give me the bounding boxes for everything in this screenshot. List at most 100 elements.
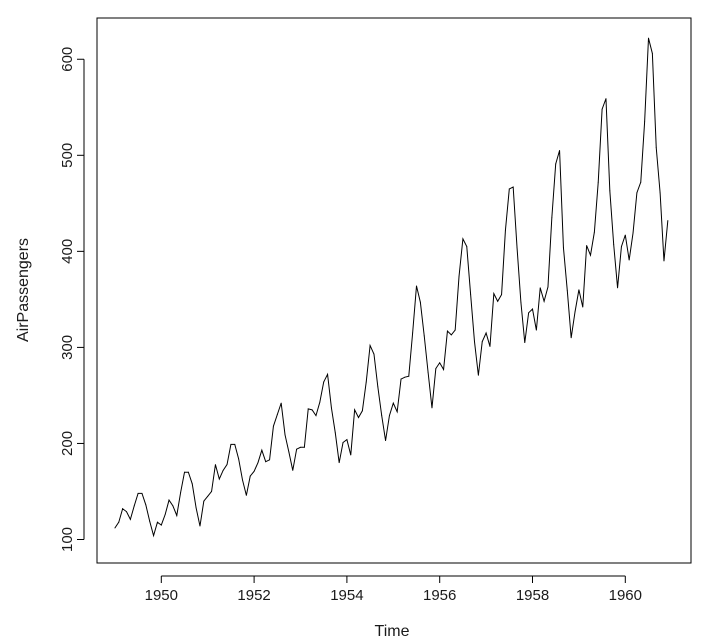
data-point <box>323 381 325 383</box>
data-point <box>489 345 491 347</box>
data-point <box>172 505 174 507</box>
data-point <box>466 246 468 247</box>
data-point <box>160 524 162 526</box>
y-tick-label: 500 <box>59 143 76 168</box>
data-point <box>555 163 557 165</box>
data-point <box>350 454 352 456</box>
data-point <box>330 407 332 409</box>
data-point <box>659 192 661 194</box>
data-point <box>562 247 564 248</box>
data-point <box>551 217 553 219</box>
data-point <box>497 300 499 302</box>
data-point <box>342 442 344 443</box>
data-point <box>435 368 437 369</box>
data-point <box>543 300 545 302</box>
data-point <box>644 121 646 123</box>
data-point <box>547 286 549 288</box>
data-point <box>504 229 506 231</box>
data-point <box>288 451 290 453</box>
data-point <box>578 289 580 291</box>
y-tick-label: 600 <box>59 47 76 72</box>
data-point <box>118 521 120 523</box>
data-point <box>655 147 657 149</box>
data-point <box>582 306 584 308</box>
data-point <box>628 259 630 261</box>
data-point <box>593 231 595 233</box>
data-point <box>408 375 410 377</box>
data-point <box>470 294 472 296</box>
data-point <box>419 301 421 303</box>
data-point <box>141 492 143 494</box>
data-point <box>168 499 170 501</box>
y-tick-label: 400 <box>59 239 76 264</box>
data-point <box>129 518 131 520</box>
data-point <box>180 491 182 493</box>
data-point <box>396 411 398 413</box>
data-point <box>338 462 340 464</box>
data-point <box>245 494 247 496</box>
data-point <box>114 527 116 529</box>
data-point <box>195 507 197 509</box>
data-point <box>597 181 599 183</box>
data-point <box>632 232 634 234</box>
data-point <box>137 492 139 494</box>
data-point <box>207 495 209 497</box>
data-point <box>153 535 155 537</box>
data-point <box>416 285 417 287</box>
data-point <box>187 471 189 473</box>
data-point <box>280 402 282 404</box>
data-point <box>361 410 363 412</box>
data-point <box>454 329 456 331</box>
y-tick-label: 200 <box>59 431 76 456</box>
data-point <box>176 515 178 516</box>
data-point <box>214 464 216 466</box>
data-point <box>648 37 649 39</box>
data-point <box>609 190 611 192</box>
data-point <box>149 520 151 522</box>
data-point <box>222 469 224 471</box>
data-point <box>327 373 329 375</box>
data-point <box>508 188 510 190</box>
data-point <box>311 409 313 411</box>
data-point <box>431 407 433 409</box>
data-point <box>485 332 487 334</box>
data-point <box>512 186 514 188</box>
y-axis-label: AirPassengers <box>15 238 32 342</box>
data-point <box>156 521 158 523</box>
data-point <box>528 312 530 314</box>
data-point <box>377 386 379 388</box>
data-point <box>292 469 294 471</box>
data-point <box>423 335 425 337</box>
data-point <box>358 417 359 418</box>
data-point <box>446 330 448 332</box>
data-point <box>474 341 475 343</box>
data-point <box>272 425 274 427</box>
data-point <box>373 353 375 355</box>
data-point <box>620 246 622 247</box>
data-point <box>319 401 321 403</box>
data-point <box>601 108 603 110</box>
data-point <box>334 432 336 434</box>
x-tick-label: 1950 <box>145 587 178 604</box>
data-point <box>493 293 495 295</box>
data-point <box>439 362 441 364</box>
data-point <box>354 409 356 411</box>
data-point <box>381 415 383 417</box>
data-point <box>346 439 348 441</box>
data-point <box>392 402 394 404</box>
data-point <box>315 415 317 417</box>
data-point <box>501 294 503 296</box>
data-point <box>566 290 568 292</box>
data-point <box>238 458 240 460</box>
data-point <box>303 446 305 448</box>
x-tick-label: 1960 <box>609 587 642 604</box>
data-point <box>265 461 267 463</box>
data-point <box>539 287 541 289</box>
data-point <box>296 448 298 450</box>
data-point <box>586 245 588 247</box>
y-tick-label: 300 <box>59 335 76 360</box>
data-point <box>532 308 533 310</box>
data-point <box>191 483 193 485</box>
data-point <box>640 181 642 183</box>
data-point <box>667 220 669 222</box>
